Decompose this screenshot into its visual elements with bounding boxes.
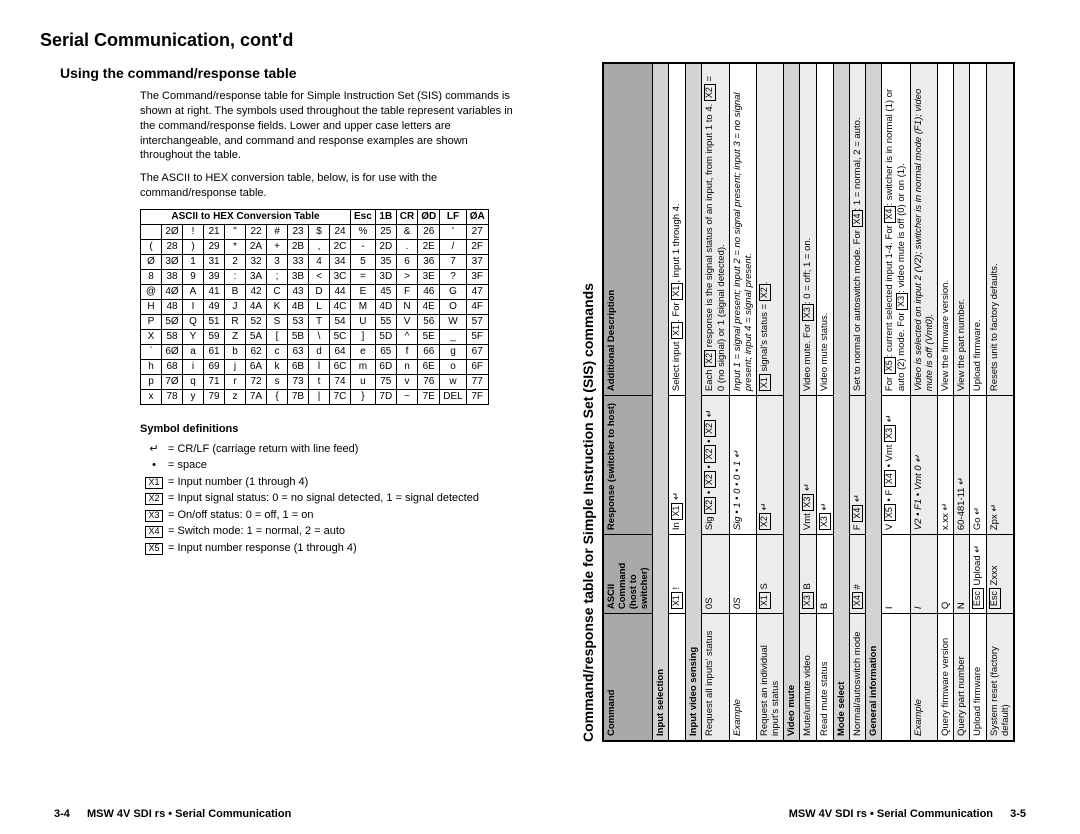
page-number: 3-5	[1010, 808, 1026, 820]
sis-caption: Command/response table for Simple Instru…	[580, 62, 596, 742]
main-title: Serial Communication, cont'd	[40, 30, 520, 51]
ascii-hex-table: ASCII to HEX Conversion TableEsc1BCRØDLF…	[140, 209, 489, 405]
footer-text: MSW 4V SDI rs • Serial Communication	[87, 808, 291, 820]
right-page: Command/response table for Simple Instru…	[540, 0, 1080, 834]
para1: The Command/response table for Simple In…	[140, 89, 520, 163]
para2: The ASCII to HEX conversion table, below…	[140, 171, 520, 201]
sub-title: Using the command/response table	[60, 65, 520, 81]
sis-table: CommandASCII Command (host to switcher)R…	[602, 62, 1015, 742]
left-footer: 3-4 MSW 4V SDI rs • Serial Communication	[40, 808, 291, 820]
sis-table-wrapper: Command/response table for Simple Instru…	[580, 62, 1015, 742]
symbol-definitions-list: ↵ = CR/LF (carriage return with line fee…	[40, 441, 520, 557]
footer-text: MSW 4V SDI rs • Serial Communication	[789, 808, 993, 820]
right-footer: MSW 4V SDI rs • Serial Communication 3-5	[789, 808, 1040, 820]
left-page: Serial Communication, cont'd Using the c…	[0, 0, 540, 834]
page-number: 3-4	[54, 808, 70, 820]
symbol-definitions-title: Symbol definitions	[140, 423, 520, 435]
